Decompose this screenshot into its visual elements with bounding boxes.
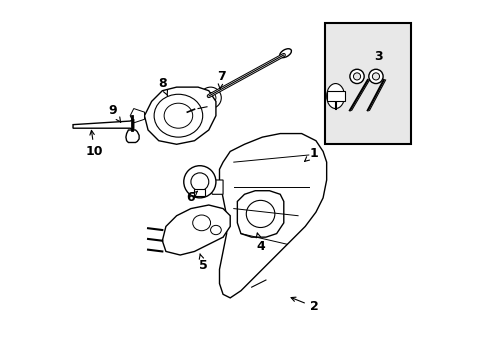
Text: 2: 2 bbox=[290, 297, 318, 313]
Text: 5: 5 bbox=[199, 254, 207, 272]
Polygon shape bbox=[219, 134, 326, 298]
Polygon shape bbox=[125, 130, 139, 143]
Ellipse shape bbox=[183, 166, 216, 198]
Ellipse shape bbox=[279, 49, 291, 58]
Polygon shape bbox=[208, 180, 223, 194]
Polygon shape bbox=[208, 223, 223, 237]
Ellipse shape bbox=[326, 84, 344, 109]
Bar bbox=[326, 91, 344, 102]
Ellipse shape bbox=[353, 73, 360, 80]
Ellipse shape bbox=[200, 87, 221, 109]
Polygon shape bbox=[73, 119, 134, 130]
Bar bbox=[194, 189, 205, 196]
Text: 7: 7 bbox=[217, 70, 225, 89]
Text: 3: 3 bbox=[373, 50, 382, 63]
Text: 4: 4 bbox=[256, 233, 264, 253]
Polygon shape bbox=[162, 205, 230, 255]
Ellipse shape bbox=[372, 73, 379, 80]
Polygon shape bbox=[237, 191, 283, 237]
Ellipse shape bbox=[368, 69, 382, 84]
Text: 8: 8 bbox=[158, 77, 167, 95]
Text: 9: 9 bbox=[108, 104, 121, 122]
Text: 10: 10 bbox=[85, 130, 103, 158]
Ellipse shape bbox=[349, 69, 364, 84]
Polygon shape bbox=[144, 87, 216, 144]
Text: 1: 1 bbox=[304, 147, 318, 161]
Bar bbox=[324, 23, 410, 144]
Polygon shape bbox=[130, 109, 144, 123]
Text: 6: 6 bbox=[185, 191, 197, 204]
